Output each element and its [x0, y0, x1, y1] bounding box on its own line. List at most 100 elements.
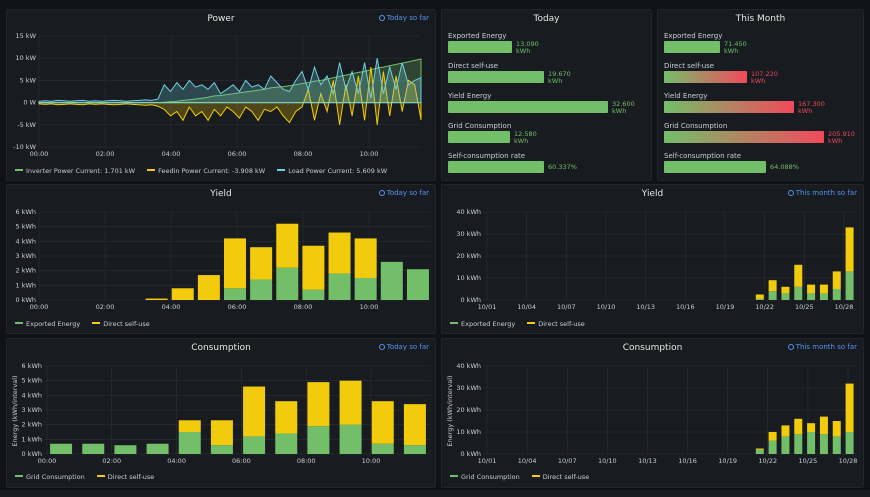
- legend-item[interactable]: Direct self-use: [527, 320, 585, 328]
- panel-title[interactable]: Today: [533, 14, 560, 24]
- x-tick-label: 08:00: [294, 150, 313, 158]
- bar-direct-self-use: [807, 284, 816, 294]
- gauge-exported-energy[interactable]: Exported Energy 71.450 kWh: [664, 32, 857, 55]
- x-tick-label: 10/13: [638, 457, 657, 465]
- legend-label: Feedin Power Current: -3.908 kW: [158, 167, 266, 175]
- x-tick-label: 10:00: [360, 303, 379, 311]
- gauge-number: 19.670: [548, 70, 571, 78]
- gauge-self-consumption-rate[interactable]: Self-consumption rate 60.337%: [448, 152, 645, 175]
- time-range-badge[interactable]: Today so far: [378, 189, 429, 197]
- legend-item[interactable]: Feedin Power Current: -3.908 kW: [147, 167, 265, 175]
- x-tick-label: 10/04: [518, 457, 537, 465]
- gauge-value: 13.090 kWh: [516, 41, 539, 55]
- legend-item[interactable]: Direct self-use: [531, 473, 590, 481]
- bar-exported-energy: [768, 291, 777, 300]
- gauge-grid-consumption[interactable]: Grid Consumption 12.580 kWh: [448, 122, 645, 145]
- legend-label: Direct self-use: [542, 473, 590, 481]
- x-tick-label: 00:00: [38, 457, 57, 465]
- x-tick-label: 10/10: [598, 457, 617, 465]
- bar-direct-self-use: [275, 401, 298, 434]
- panel-title[interactable]: Power: [207, 14, 235, 24]
- bar-direct-self-use: [781, 425, 790, 437]
- x-tick-label: 04:00: [162, 303, 181, 311]
- bar-grid-consumption: [50, 443, 73, 454]
- panel-title[interactable]: This Month: [735, 14, 786, 24]
- yield-today-chart[interactable]: 6 kWh 5 kWh 4 kWh 3 kWh 2 kWh 1 kWh 0 kWh00:00…: [7, 185, 436, 334]
- gauge-unit: kWh: [828, 137, 843, 145]
- time-range-badge[interactable]: This month so far: [787, 189, 857, 197]
- x-tick-label: 04:00: [167, 457, 186, 465]
- gauge-grid-consumption[interactable]: Grid Consumption 205.910 kWh: [664, 122, 857, 145]
- consumption-today-chart[interactable]: 6 kWh 5 kWh 4 kWh 3 kWh 2 kWh 1 kWh 0 kWh00:00…: [7, 339, 436, 488]
- gauge-bar: [448, 131, 510, 143]
- time-range-badge[interactable]: Today so far: [378, 343, 429, 351]
- legend-item[interactable]: Exported Energy: [15, 320, 80, 328]
- y-tick-label: 20 kWh: [456, 406, 481, 414]
- y-tick-label: 0 kWh: [460, 450, 481, 458]
- gauge-number: 32.600: [612, 100, 635, 108]
- bar-direct-self-use: [819, 284, 828, 294]
- gauge-yield-energy[interactable]: Yield Energy 32.600 kWh: [448, 92, 645, 115]
- clock-icon: [378, 15, 385, 21]
- legend-item[interactable]: Direct self-use: [92, 320, 150, 328]
- bar-grid-consumption: [210, 445, 233, 454]
- legend-item[interactable]: Exported Energy: [450, 320, 515, 328]
- legend-item[interactable]: Inverter Power Current: 1.701 kW: [15, 167, 135, 175]
- x-tick-label: 10/22: [758, 457, 777, 465]
- x-tick-label: 10/10: [597, 303, 616, 311]
- x-tick-label: 02:00: [96, 150, 115, 158]
- time-range-badge[interactable]: This month so far: [787, 343, 857, 351]
- today-stats-panel: Today Exported Energy 13.090 kWh Direct sel…: [441, 9, 652, 181]
- time-range-badge[interactable]: Today so far: [378, 14, 429, 22]
- legend-label: Exported Energy: [461, 320, 516, 328]
- legend-label: Direct self-use: [103, 320, 150, 328]
- gauge-unit: kWh: [548, 77, 563, 85]
- bar-exported-energy: [755, 298, 764, 300]
- gauge-row: 71.450 kWh: [664, 41, 857, 55]
- x-tick-label: 06:00: [228, 303, 247, 311]
- gauge-yield-energy[interactable]: Yield Energy 167.300 kWh: [664, 92, 857, 115]
- y-tick-label: 30 kWh: [456, 384, 481, 392]
- x-tick-label: 00:00: [30, 303, 49, 311]
- bar-direct-self-use: [243, 386, 266, 437]
- bar-direct-self-use: [845, 227, 854, 272]
- gauge-row: 167.300 kWh: [664, 101, 857, 115]
- legend-item[interactable]: Direct self-use: [96, 473, 155, 481]
- bar-grid-consumption: [371, 443, 394, 454]
- bar-exported-energy: [328, 273, 351, 300]
- gauge-self-consumption-rate[interactable]: Self-consumption rate 64.088%: [664, 152, 857, 175]
- panel-title[interactable]: Consumption: [191, 343, 251, 353]
- gauge-label: Exported Energy: [448, 32, 507, 40]
- panel-title[interactable]: Yield: [641, 189, 664, 199]
- clock-icon: [787, 344, 794, 350]
- legend-label: Direct self-use: [107, 473, 155, 481]
- gauge-direct-self-use[interactable]: Direct self-use 19.670 kWh: [448, 62, 645, 85]
- gauge-direct-self-use[interactable]: Direct self-use 107.220 kWh: [664, 62, 857, 85]
- legend-swatch: [15, 322, 23, 324]
- consumption-today-panel: Consumption Today so far 6 kWh 5 kWh 4 kWh…: [6, 338, 436, 488]
- legend-item[interactable]: Load Power Current: 5.609 kW: [277, 167, 387, 175]
- gauge-exported-energy[interactable]: Exported Energy 13.090 kWh: [448, 32, 645, 55]
- bar-direct-self-use: [178, 420, 201, 432]
- y-tick-label: 0 W: [23, 99, 36, 107]
- bar-exported-energy: [781, 293, 790, 300]
- clock-icon: [378, 344, 385, 350]
- legend-item[interactable]: Grid Consumption: [15, 473, 85, 481]
- yield-today-panel: Yield Today so far 6 kWh 5 kWh 4 kWh 3 kWh 2…: [6, 184, 436, 334]
- legend-label: Direct self-use: [538, 320, 585, 328]
- panel-title[interactable]: Consumption: [622, 343, 683, 353]
- y-tick-label: 3 kWh: [15, 252, 36, 260]
- y-tick-label: 0 kWh: [460, 296, 481, 304]
- x-tick-label: 10/19: [718, 457, 737, 465]
- x-tick-label: 10:00: [360, 150, 379, 158]
- bar-grid-consumption: [845, 432, 854, 454]
- y-tick-label: 3 kWh: [21, 406, 42, 414]
- legend-item[interactable]: Grid Consumption: [450, 473, 520, 481]
- legend-swatch: [96, 475, 105, 477]
- gauge-value: 167.300 kWh: [798, 101, 825, 115]
- panel-title[interactable]: Yield: [210, 189, 232, 199]
- gauge-value: 60.337%: [548, 164, 577, 171]
